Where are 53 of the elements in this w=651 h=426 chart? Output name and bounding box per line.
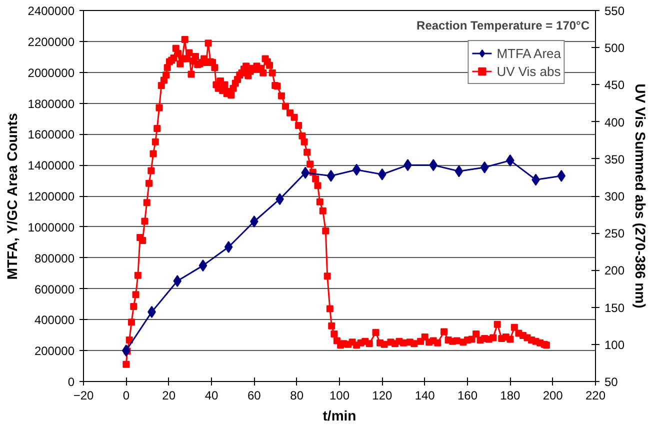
x-tick-label: 40	[204, 388, 218, 402]
point	[352, 164, 361, 176]
point	[429, 159, 438, 172]
x-tick-label: 100	[329, 388, 350, 402]
y-tick-label: 400000	[34, 313, 75, 328]
y2-tick-label: 350	[604, 152, 625, 166]
point	[326, 170, 336, 182]
y-tick-label: 2200000	[28, 34, 75, 49]
y2-tick-label: 200	[604, 264, 625, 278]
x-tick-label: 180	[500, 388, 521, 402]
y2-tick-label: 450	[604, 78, 625, 92]
y2-tick-label: 550	[604, 4, 625, 18]
y2-tick-label: 500	[604, 41, 625, 56]
x-tick-label: 140	[414, 388, 436, 402]
x-tick-label: 160	[457, 388, 478, 402]
y2-tick-label: 150	[604, 300, 625, 315]
y-tick-label: 2400000	[28, 4, 75, 18]
point	[198, 260, 208, 272]
legend-label: UV Vis abs	[496, 62, 561, 80]
x-tick-label: 220	[585, 388, 606, 402]
y-tick-label: 1800000	[28, 96, 75, 111]
y-tick-label: 800000	[34, 251, 75, 266]
y2-tick-label: 50	[604, 375, 618, 389]
point	[454, 165, 464, 178]
point	[224, 241, 233, 254]
y2-tick-label: 400	[604, 115, 625, 130]
y-tick-label: 0	[68, 375, 75, 389]
point	[480, 161, 489, 174]
y-tick-label: 2000000	[28, 66, 75, 80]
x-tick-label: 20	[162, 388, 176, 402]
x-tick-label: −20	[73, 388, 94, 402]
y-tick-label: 1600000	[28, 128, 75, 142]
y-tick-label: 1400000	[28, 158, 75, 173]
x-axis-title: t/min	[322, 408, 356, 424]
x-tick-label: 80	[290, 388, 304, 402]
y2-tick-label: 250	[604, 226, 625, 241]
y-tick-label: 1200000	[28, 190, 75, 204]
legend-label: MTFA Area	[496, 44, 561, 62]
point	[301, 166, 310, 179]
x-tick-label: 200	[542, 388, 564, 402]
point	[173, 275, 182, 288]
y2-tick-label: 100	[604, 338, 625, 352]
y-axis-title: MTFA, Y/GC Area Counts	[4, 112, 20, 280]
y-tick-label: 1000000	[28, 220, 75, 234]
y-tick-label: 600000	[34, 282, 75, 296]
x-tick-label: 120	[372, 388, 393, 402]
annotation: Reaction Temperature = 170°C	[416, 18, 590, 32]
y-tick-label: 200000	[34, 344, 75, 358]
y2-tick-label: 300	[604, 190, 625, 204]
y2-axis-title: UV Vis Summed abs (270-386 nm)	[632, 84, 649, 308]
point	[557, 170, 566, 182]
x-tick-label: 0	[122, 388, 130, 402]
x-tick-label: 60	[247, 388, 262, 402]
